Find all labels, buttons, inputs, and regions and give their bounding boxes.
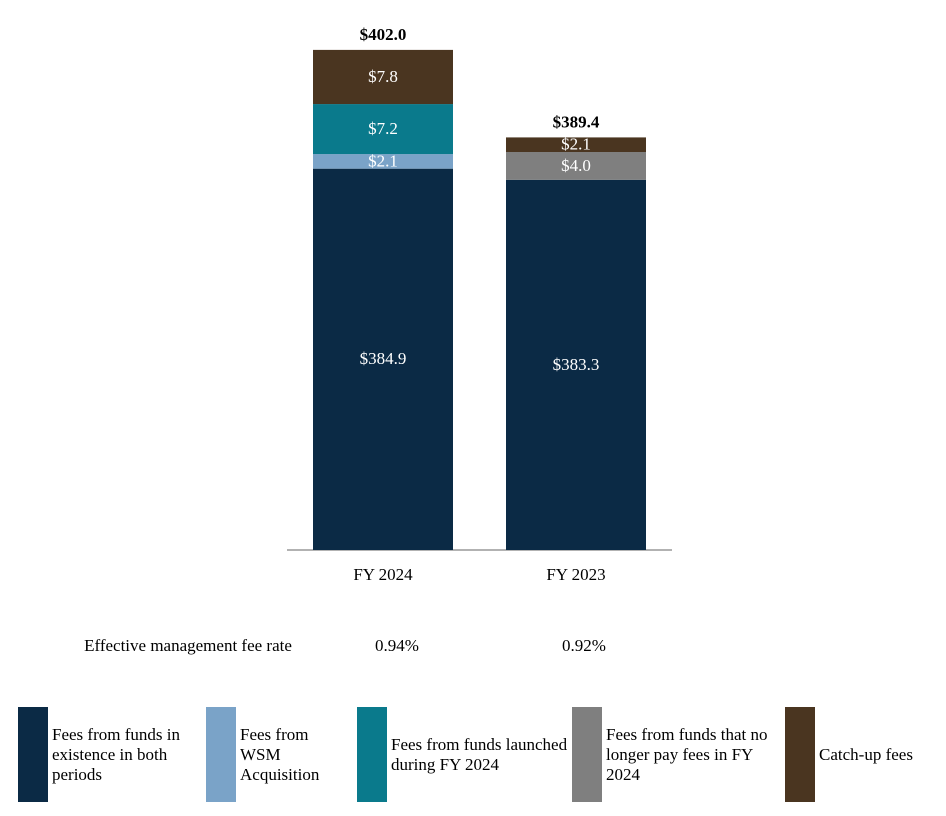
data-label: $384.9 — [360, 349, 407, 368]
legend-label: Catch-up fees — [819, 744, 913, 764]
legend-swatch — [572, 707, 602, 802]
data-label: $7.2 — [368, 119, 398, 138]
fee-rate-value: 0.92% — [562, 636, 606, 655]
legend-label: Fees from WSM Acquisition — [240, 724, 320, 784]
total-label: $389.4 — [553, 112, 600, 131]
data-label: $2.1 — [368, 151, 398, 170]
x-tick-label: FY 2024 — [353, 565, 413, 584]
bar-segment — [506, 179, 646, 551]
bar-segment — [313, 49, 453, 105]
bar-segment — [313, 104, 453, 155]
legend-item: Fees from WSM Acquisition — [206, 707, 350, 802]
chart: Effective management fee rate FY 2024 $38… — [84, 25, 672, 655]
legend-item: Fees from funds in existence in both per… — [18, 707, 192, 802]
legend-item: Fees from funds that no longer pay fees … — [572, 707, 786, 802]
total-label: $402.0 — [360, 25, 407, 44]
legend-swatch — [18, 707, 48, 802]
bar-segment — [313, 168, 453, 550]
data-label: $4.0 — [561, 156, 591, 175]
bar-segment — [506, 151, 646, 180]
legend-label: Fees from funds that no longer pay fees … — [606, 724, 768, 784]
legend-label: Fees from funds launched during FY 2024 — [391, 734, 568, 774]
legend-item: Catch-up fees — [785, 707, 946, 802]
legend-swatch — [206, 707, 236, 802]
data-label: $383.3 — [553, 355, 600, 374]
data-label: $7.8 — [368, 67, 398, 86]
fee-rate-value: 0.94% — [375, 636, 419, 655]
fee-rate-label: Effective management fee rate — [84, 636, 292, 655]
data-label: $2.1 — [561, 135, 591, 154]
legend-item: Fees from funds launched during FY 2024 — [357, 707, 571, 802]
legend-swatch — [785, 707, 815, 802]
bar-segment — [313, 154, 453, 169]
x-tick-label: FY 2023 — [546, 565, 605, 584]
legend-swatch — [357, 707, 387, 802]
bar-segment — [506, 137, 646, 152]
legend-label: Fees from funds in existence in both per… — [52, 724, 180, 784]
